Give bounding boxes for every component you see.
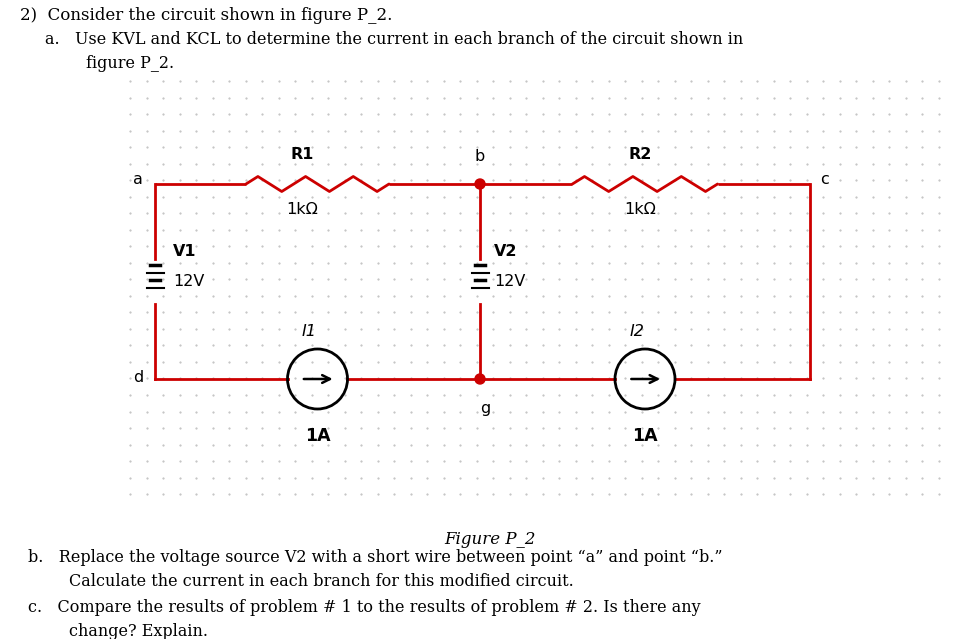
Text: figure P_2.: figure P_2. bbox=[45, 55, 174, 72]
Text: b: b bbox=[475, 149, 485, 164]
Text: 1A: 1A bbox=[305, 427, 330, 445]
Text: I1: I1 bbox=[302, 324, 317, 339]
Text: V2: V2 bbox=[494, 243, 517, 259]
Circle shape bbox=[475, 179, 485, 189]
Text: b.   Replace the voltage source V2 with a short wire between point “a” and point: b. Replace the voltage source V2 with a … bbox=[28, 549, 722, 566]
Text: 1kΩ: 1kΩ bbox=[286, 202, 318, 217]
Text: V1: V1 bbox=[173, 243, 197, 259]
Text: d: d bbox=[132, 369, 143, 385]
Text: a: a bbox=[133, 173, 143, 187]
Text: c: c bbox=[820, 173, 829, 187]
Text: 12V: 12V bbox=[173, 275, 205, 289]
Text: R2: R2 bbox=[628, 147, 652, 162]
Text: 1A: 1A bbox=[632, 427, 658, 445]
Circle shape bbox=[475, 374, 485, 384]
Text: a.   Use KVL and KCL to determine the current in each branch of the circuit show: a. Use KVL and KCL to determine the curr… bbox=[45, 31, 743, 48]
Text: c.   Compare the results of problem # 1 to the results of problem # 2. Is there : c. Compare the results of problem # 1 to… bbox=[28, 599, 701, 616]
Text: g: g bbox=[480, 401, 490, 416]
Text: 2)  Consider the circuit shown in figure P_2.: 2) Consider the circuit shown in figure … bbox=[20, 7, 392, 24]
Text: Calculate the current in each branch for this modified circuit.: Calculate the current in each branch for… bbox=[28, 573, 573, 590]
Text: 12V: 12V bbox=[494, 275, 525, 289]
Text: I2: I2 bbox=[629, 324, 645, 339]
Text: 1kΩ: 1kΩ bbox=[624, 202, 656, 217]
Text: change? Explain.: change? Explain. bbox=[28, 623, 208, 639]
Text: Figure P_2: Figure P_2 bbox=[444, 531, 536, 548]
Text: R1: R1 bbox=[291, 147, 315, 162]
